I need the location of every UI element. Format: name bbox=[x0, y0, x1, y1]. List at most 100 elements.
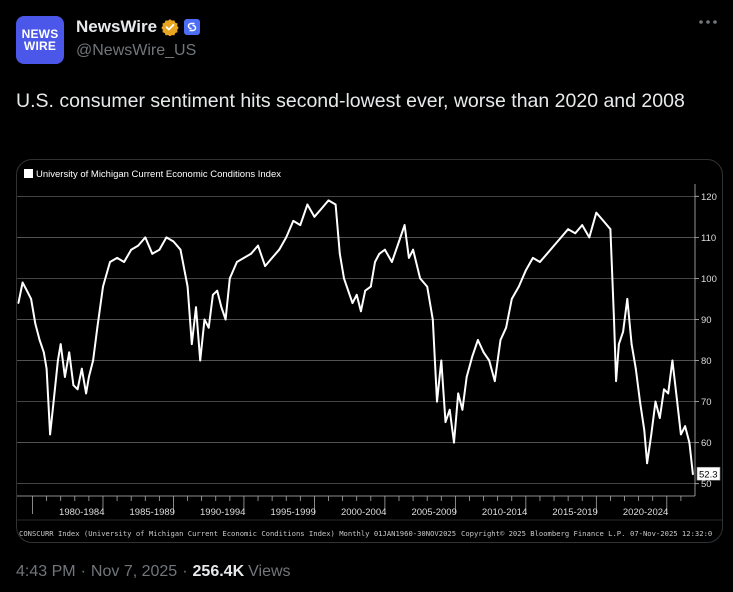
data-point bbox=[654, 400, 657, 403]
data-point bbox=[123, 261, 126, 263]
data-point bbox=[658, 417, 661, 419]
data-point bbox=[285, 236, 288, 239]
data-point bbox=[292, 220, 295, 222]
data-point bbox=[378, 252, 381, 255]
data-point bbox=[539, 261, 541, 263]
data-point bbox=[398, 240, 400, 243]
handle[interactable]: @NewsWire_US bbox=[76, 42, 197, 59]
views-label: Views bbox=[248, 563, 291, 580]
y-tick-label: 60 bbox=[701, 438, 712, 449]
data-point bbox=[102, 285, 104, 288]
x-tick-label: 2010-2014 bbox=[482, 507, 527, 518]
data-point bbox=[691, 473, 694, 476]
tweet-time[interactable]: 4:43 PM bbox=[16, 563, 76, 580]
data-point bbox=[109, 261, 111, 263]
x-tick-label: 2000-2004 bbox=[341, 507, 386, 518]
data-point bbox=[360, 310, 362, 313]
data-point bbox=[220, 306, 223, 309]
data-point bbox=[581, 224, 584, 226]
data-point bbox=[250, 252, 252, 255]
data-point bbox=[374, 261, 376, 263]
data-point bbox=[45, 367, 48, 370]
data-point bbox=[517, 285, 520, 288]
data-point bbox=[25, 289, 28, 292]
data-point bbox=[207, 326, 210, 329]
data-point bbox=[172, 240, 175, 243]
data-point bbox=[313, 215, 316, 218]
data-point bbox=[671, 359, 674, 362]
data-point bbox=[510, 298, 513, 300]
data-point bbox=[383, 248, 386, 251]
data-point bbox=[355, 293, 358, 296]
y-tick-label: 100 bbox=[701, 274, 717, 285]
x-tick-label: 2020-2024 bbox=[623, 507, 668, 518]
avatar[interactable]: NEWS WIRE bbox=[16, 16, 64, 64]
x-tick-label: 1990-1994 bbox=[200, 507, 245, 518]
data-point bbox=[216, 289, 219, 292]
data-point bbox=[137, 244, 140, 247]
series-line bbox=[17, 199, 694, 475]
affiliate-badge-icon[interactable] bbox=[184, 19, 201, 35]
data-point bbox=[391, 261, 393, 263]
data-point bbox=[553, 244, 555, 247]
legend-box bbox=[21, 164, 299, 184]
data-point bbox=[626, 298, 629, 300]
data-point bbox=[609, 228, 612, 231]
tweet-text: U.S. consumer sentiment hits second-lowe… bbox=[16, 90, 685, 112]
data-point bbox=[144, 236, 147, 239]
last-value-marker: 52.3 bbox=[696, 466, 721, 481]
y-tick-label: 90 bbox=[701, 315, 712, 326]
data-point bbox=[56, 359, 59, 362]
data-point bbox=[130, 248, 133, 251]
series-points bbox=[17, 199, 694, 476]
display-name[interactable]: NewsWire bbox=[76, 17, 158, 36]
data-point bbox=[412, 248, 414, 251]
data-point bbox=[92, 359, 95, 362]
data-point bbox=[617, 343, 620, 346]
avatar-line1: NEWS bbox=[21, 27, 59, 41]
data-point bbox=[667, 392, 670, 395]
data-point bbox=[320, 207, 323, 210]
x-tick-label: 1985-1989 bbox=[130, 507, 175, 518]
data-point bbox=[264, 265, 266, 268]
footer-source: CONSCURR Index (University of Michigan C… bbox=[19, 529, 456, 538]
data-point bbox=[680, 433, 682, 436]
data-point bbox=[80, 367, 83, 370]
y-tick-label: 70 bbox=[701, 397, 712, 408]
data-point bbox=[499, 339, 502, 341]
avatar-line2: WIRE bbox=[23, 39, 57, 53]
views-count: 256.4K bbox=[192, 563, 245, 580]
x-tick-label: 2005-2009 bbox=[411, 507, 456, 518]
more-horizontal-icon[interactable] bbox=[697, 14, 719, 32]
tweet-date[interactable]: Nov 7, 2025 bbox=[90, 563, 178, 580]
last-value-box bbox=[696, 466, 721, 481]
footer-copyright: Copyright© 2025 Bloomberg Finance L.P. bbox=[461, 529, 625, 538]
verified-badge-icon[interactable] bbox=[161, 18, 179, 37]
data-point bbox=[243, 256, 245, 259]
data-point bbox=[634, 367, 637, 370]
data-point bbox=[574, 232, 577, 235]
chart-image[interactable]: 1980-1984 1985-1989 1990-1994 1995-1999 2000… bbox=[16, 159, 723, 543]
data-point bbox=[351, 302, 354, 304]
data-point bbox=[482, 351, 485, 354]
data-point bbox=[440, 359, 443, 362]
meta-row: 4:43 PM · Nov 7, 2025 · 256.4K Views bbox=[16, 563, 291, 580]
data-point bbox=[59, 343, 62, 346]
legend-label: University of Michigan Current Economic … bbox=[36, 169, 281, 180]
data-point bbox=[68, 351, 71, 354]
data-point bbox=[17, 302, 20, 304]
grid-lines bbox=[17, 195, 695, 485]
data-point bbox=[448, 408, 451, 411]
data-point bbox=[426, 285, 429, 288]
data-point bbox=[199, 359, 202, 362]
data-point bbox=[457, 392, 460, 395]
data-point bbox=[228, 277, 231, 280]
last-value-label: 52.3 bbox=[699, 470, 718, 481]
data-point bbox=[546, 252, 548, 255]
data-point bbox=[622, 330, 625, 333]
data-point bbox=[87, 376, 90, 378]
data-point bbox=[688, 441, 691, 444]
data-point bbox=[532, 256, 534, 259]
data-point bbox=[419, 277, 422, 280]
data-point bbox=[21, 281, 24, 284]
